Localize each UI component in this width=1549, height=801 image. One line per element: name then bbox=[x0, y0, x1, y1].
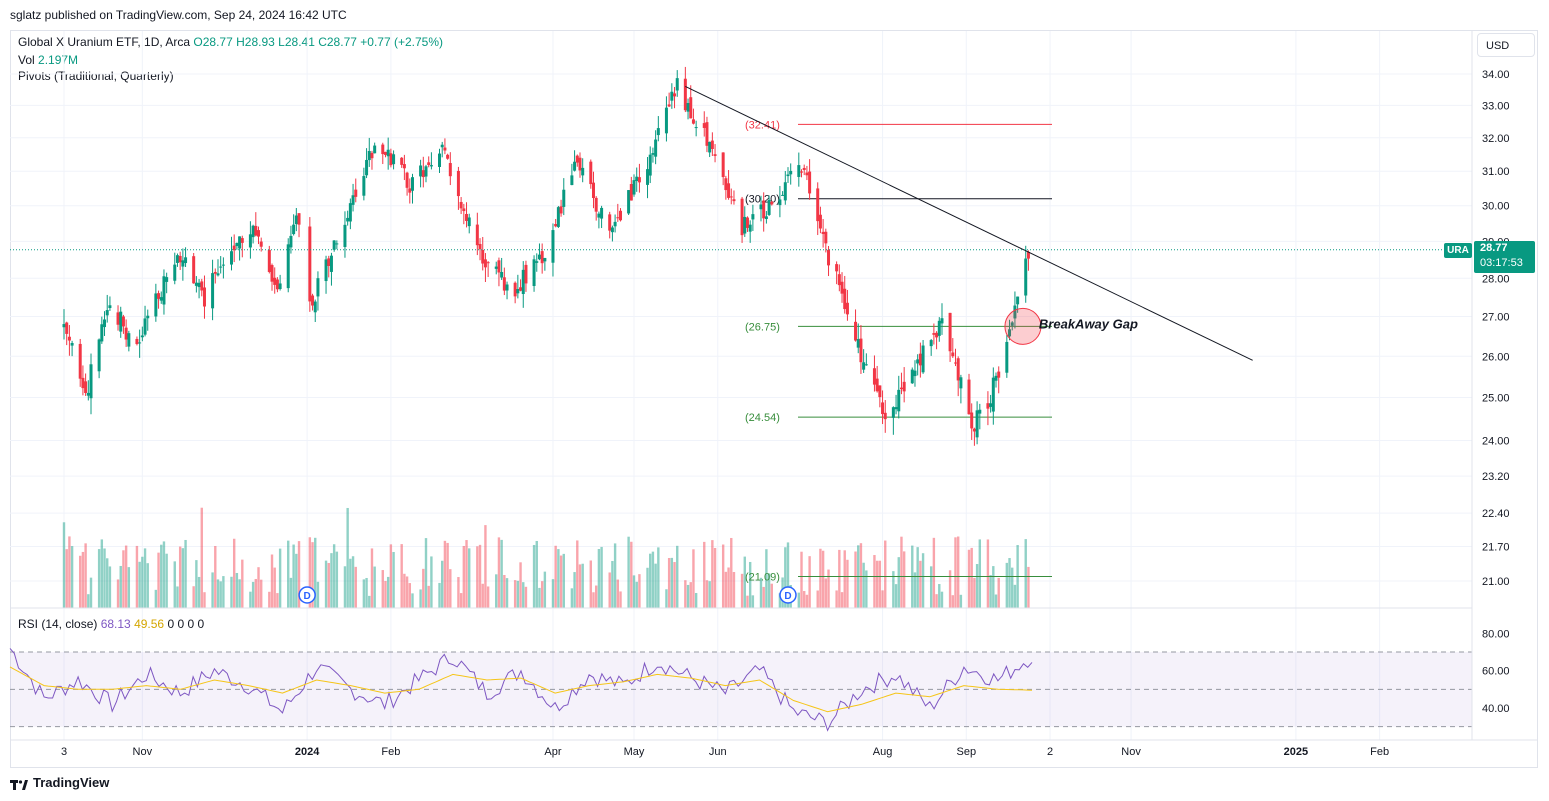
tradingview-logo[interactable]: TradingView bbox=[10, 775, 109, 790]
rsi-extra-2: 0 bbox=[187, 617, 195, 631]
last-price-value: 28.77 bbox=[1480, 242, 1508, 254]
rsi-extra-0: 0 bbox=[167, 617, 175, 631]
ohlc-open: O28.77 bbox=[193, 35, 233, 49]
rsi-ma-value: 49.56 bbox=[134, 617, 165, 631]
ohlc-close: C28.77 bbox=[318, 35, 357, 49]
volume-legend[interactable]: Vol 2.197M bbox=[18, 53, 78, 67]
tradingview-logo-icon bbox=[10, 778, 28, 790]
ohlc-low: L28.41 bbox=[278, 35, 315, 49]
last-price-label: 28.77 03:17:53 bbox=[1474, 241, 1535, 273]
pivots-label: Pivots (Traditional, Quarterly) bbox=[18, 69, 174, 83]
symbol-price-tag: URA bbox=[1444, 243, 1472, 258]
tradingview-logo-text: TradingView bbox=[33, 775, 110, 790]
rsi-label: RSI (14, close) bbox=[18, 617, 98, 631]
volume-label: Vol bbox=[18, 53, 35, 67]
ohlc-high: H28.93 bbox=[236, 35, 275, 49]
rsi-extra-1: 0 bbox=[177, 617, 185, 631]
rsi-value: 68.13 bbox=[100, 617, 131, 631]
ohlc-change: +0.77 (+2.75%) bbox=[360, 35, 443, 49]
volume-value: 2.197M bbox=[38, 53, 79, 67]
rsi-legend[interactable]: RSI (14, close) 68.13 49.56 0 0 0 0 bbox=[18, 617, 204, 631]
rsi-extra-3: 0 bbox=[197, 617, 205, 631]
pivots-legend[interactable]: Pivots (Traditional, Quarterly) bbox=[18, 69, 174, 83]
published-caption: sglatz published on TradingView.com, Sep… bbox=[10, 8, 347, 22]
chart-frame bbox=[10, 30, 1538, 768]
bar-countdown: 03:17:53 bbox=[1480, 257, 1523, 269]
currency-button[interactable]: USD bbox=[1477, 33, 1535, 57]
symbol-title: Global X Uranium ETF, 1D, Arca bbox=[18, 35, 191, 49]
symbol-legend[interactable]: Global X Uranium ETF, 1D, Arca O28.77 H2… bbox=[18, 35, 443, 49]
